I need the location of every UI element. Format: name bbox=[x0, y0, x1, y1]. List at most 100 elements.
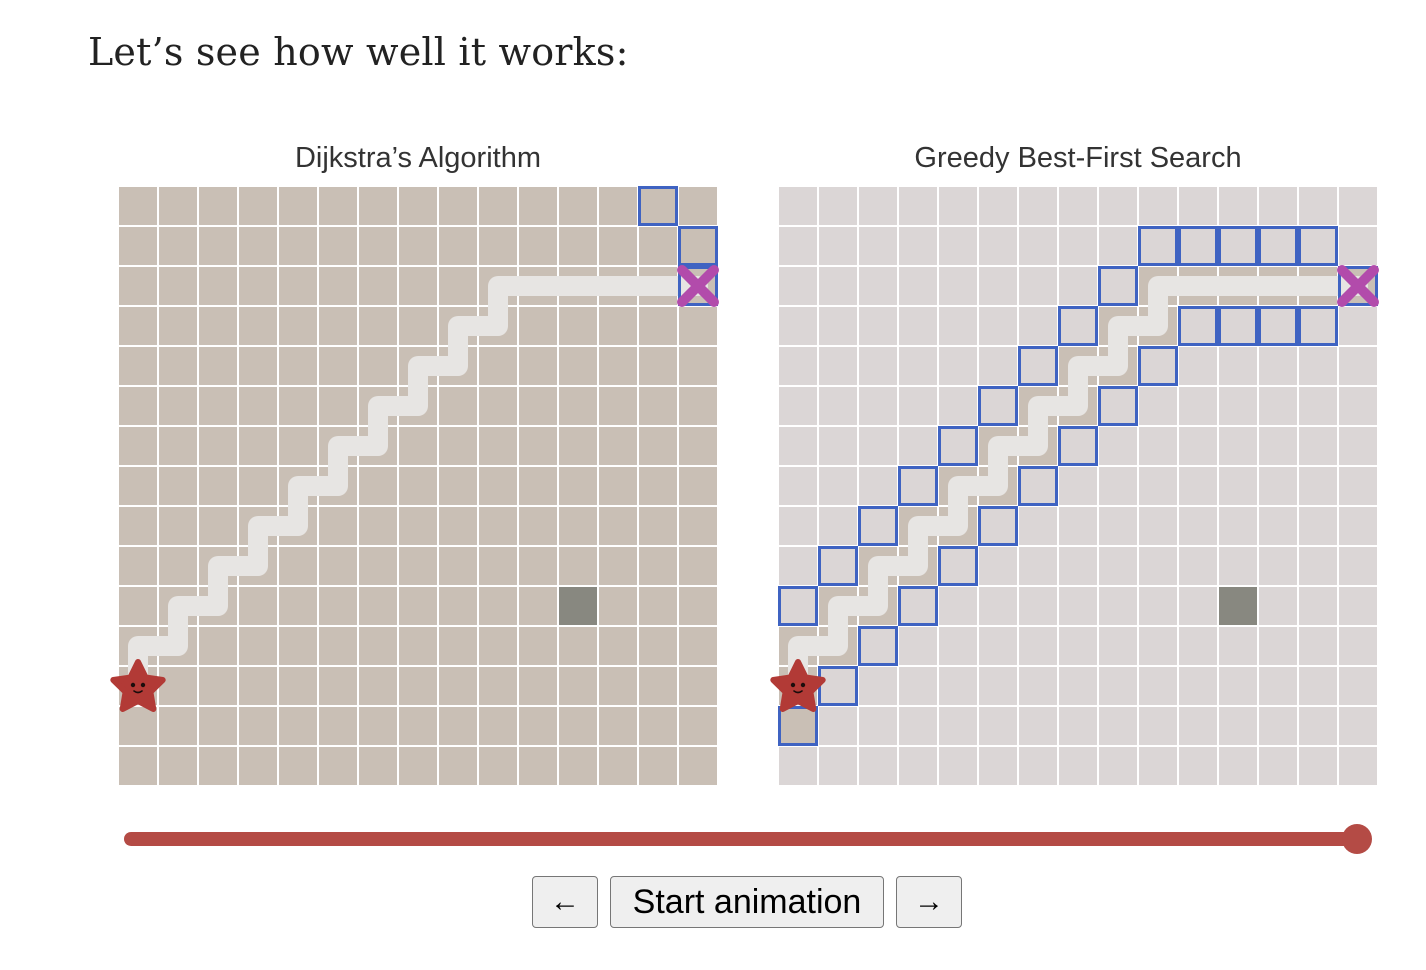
grid-cell bbox=[557, 505, 599, 547]
grid-cell bbox=[937, 185, 979, 227]
grid-cell bbox=[1257, 705, 1299, 747]
grid-cell bbox=[117, 225, 159, 267]
grid-cell bbox=[1137, 705, 1179, 747]
grid-cell bbox=[637, 665, 679, 707]
grid-cell bbox=[817, 225, 859, 267]
slider-thumb[interactable] bbox=[1342, 824, 1372, 854]
grid-cell bbox=[1017, 265, 1059, 307]
grid-cell bbox=[517, 505, 559, 547]
grid-cell bbox=[1217, 305, 1259, 347]
grid-cell bbox=[817, 705, 859, 747]
frontier-cell bbox=[978, 506, 1018, 546]
slider-track[interactable] bbox=[124, 832, 1360, 846]
grid-cell bbox=[897, 465, 939, 507]
grid-cell bbox=[1217, 225, 1259, 267]
grid-cell bbox=[597, 185, 639, 227]
grid-cell bbox=[477, 425, 519, 467]
grid-cell bbox=[1297, 185, 1339, 227]
grid-cell bbox=[977, 185, 1019, 227]
start-animation-button[interactable]: Start animation bbox=[610, 876, 884, 928]
grid-cell bbox=[437, 465, 479, 507]
grid-cell bbox=[237, 385, 279, 427]
frontier-cell bbox=[1098, 266, 1138, 306]
start-star-icon bbox=[110, 659, 166, 712]
grid-cell bbox=[1137, 465, 1179, 507]
frontier-cell bbox=[778, 586, 818, 626]
grid-cell bbox=[277, 665, 319, 707]
greedy-best-first-grid[interactable] bbox=[770, 185, 1379, 787]
grid-cell bbox=[1017, 465, 1059, 507]
grid-cell bbox=[1337, 705, 1379, 747]
grid-cell bbox=[1257, 625, 1299, 667]
grid-cell bbox=[1177, 705, 1219, 747]
grid-cell bbox=[597, 505, 639, 547]
grid-cell bbox=[237, 585, 279, 627]
grid-cell bbox=[1137, 665, 1179, 707]
grid-cell bbox=[277, 625, 319, 667]
grid-cell bbox=[777, 265, 819, 307]
grid-cell bbox=[1257, 305, 1299, 347]
grid-cell bbox=[597, 665, 639, 707]
grid-cell bbox=[1017, 545, 1059, 587]
grid-cell bbox=[857, 385, 899, 427]
star-eye bbox=[800, 682, 806, 688]
grid-cell bbox=[317, 225, 359, 267]
grid-cell bbox=[277, 385, 319, 427]
grid-cell bbox=[937, 305, 979, 347]
grid-cell bbox=[1297, 225, 1339, 267]
grid-cell bbox=[1337, 425, 1379, 467]
grid-cell bbox=[357, 225, 399, 267]
grid-cell bbox=[1097, 425, 1139, 467]
grid-cell bbox=[117, 345, 159, 387]
grid-cell bbox=[157, 265, 199, 307]
grid-cell bbox=[857, 705, 899, 747]
grid-cell bbox=[1337, 545, 1379, 587]
frontier-cell bbox=[1018, 466, 1058, 506]
grid-cell bbox=[1137, 345, 1179, 387]
grid-cell bbox=[1297, 345, 1339, 387]
grid-cell bbox=[477, 385, 519, 427]
grid-cell bbox=[897, 385, 939, 427]
grid-cell bbox=[357, 185, 399, 227]
grid-cell bbox=[317, 505, 359, 547]
grid-cell bbox=[1217, 425, 1259, 467]
grid-cell bbox=[1097, 545, 1139, 587]
grid-cell bbox=[1217, 345, 1259, 387]
grid-cell bbox=[637, 305, 679, 347]
grid-cell bbox=[197, 465, 239, 507]
grid-cell bbox=[857, 225, 899, 267]
next-step-button[interactable]: → bbox=[896, 876, 962, 928]
grid-cell bbox=[237, 225, 279, 267]
grid-cell bbox=[897, 425, 939, 467]
grid-cell bbox=[1177, 225, 1219, 267]
grid-cell bbox=[857, 345, 899, 387]
animation-slider[interactable] bbox=[120, 824, 1376, 854]
dijkstra-grid[interactable] bbox=[110, 185, 719, 787]
grid-cell bbox=[977, 305, 1019, 347]
grid-cell bbox=[197, 425, 239, 467]
grid-cell bbox=[857, 265, 899, 307]
grid-cell bbox=[1297, 585, 1339, 627]
grid-cell bbox=[477, 345, 519, 387]
grid-cell bbox=[477, 505, 519, 547]
grid-cell bbox=[817, 505, 859, 547]
grid-cell bbox=[437, 665, 479, 707]
grid-cell bbox=[777, 545, 819, 587]
grid-cell bbox=[977, 225, 1019, 267]
grid-cell bbox=[597, 305, 639, 347]
grid-cell bbox=[1337, 465, 1379, 507]
frontier-cell bbox=[818, 546, 858, 586]
previous-step-button[interactable]: ← bbox=[532, 876, 598, 928]
grid-cell bbox=[517, 585, 559, 627]
grid-cell bbox=[1217, 665, 1259, 707]
grid-cell bbox=[397, 665, 439, 707]
grid-cell bbox=[897, 625, 939, 667]
grid-cell bbox=[117, 265, 159, 307]
grid-cell bbox=[1177, 385, 1219, 427]
grid-cell bbox=[637, 345, 679, 387]
grid-cell bbox=[1137, 585, 1179, 627]
grid-cell bbox=[897, 705, 939, 747]
grid-cell bbox=[237, 185, 279, 227]
grid-cell bbox=[817, 665, 859, 707]
grid-cell bbox=[517, 345, 559, 387]
